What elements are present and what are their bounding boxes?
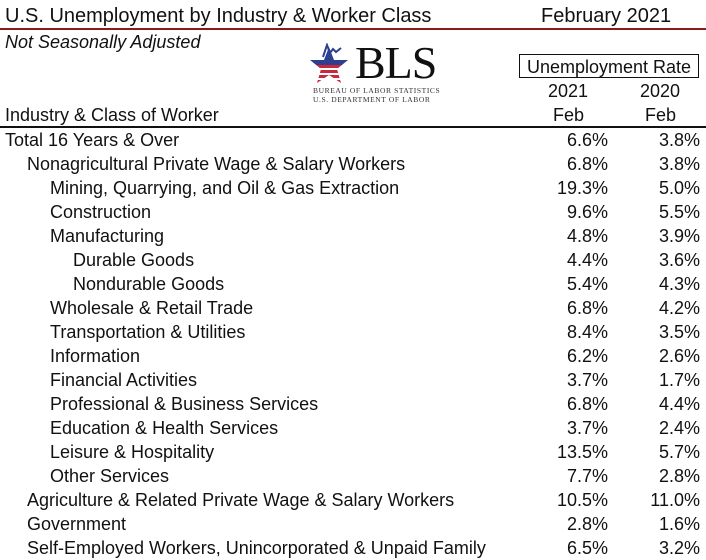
table-row: Leisure & Hospitality 13.5% 5.7% (0, 440, 706, 464)
rate-2020-feb: 3.8% (658, 154, 700, 174)
table-row: Nondurable Goods 5.4% 4.3% (0, 272, 706, 296)
row-label: Nonagricultural Private Wage & Salary Wo… (27, 154, 406, 174)
table-row: Information 6.2% 2.6% (0, 344, 706, 368)
table-row: Agriculture & Related Private Wage & Sal… (0, 488, 706, 512)
row-label: Leisure & Hospitality (50, 442, 215, 462)
table-row: Professional & Business Services 6.8% 4.4% (0, 392, 706, 416)
table-row: Self-Employed Workers, Unincorporated & … (0, 536, 706, 560)
rate-2020-feb: 11.0% (650, 490, 700, 510)
rate-2020-feb: 3.6% (658, 250, 700, 270)
col-2021-year: 2021 (547, 81, 588, 101)
title-divider (0, 28, 706, 30)
rate-2020-feb: 3.8% (658, 130, 700, 150)
unemployment-rate-header: Unemployment Rate (519, 54, 699, 78)
rate-2020-feb: 2.8% (658, 466, 700, 486)
report-date: February 2021 (541, 5, 672, 27)
data-table: Total 16 Years & Over 6.6% 3.8% Nonagricult… (0, 128, 706, 560)
rate-2021-feb: 6.8% (566, 394, 608, 414)
rate-2020-feb: 1.7% (658, 370, 700, 390)
rate-2021-feb: 8.4% (566, 322, 608, 342)
row-label: Construction (50, 202, 152, 222)
row-label: Transportation & Utilities (50, 322, 246, 342)
bls-star-icon (310, 43, 348, 83)
header-divider (0, 126, 706, 128)
rate-2020-feb: 3.9% (658, 226, 700, 246)
col-2020-year: 2020 (639, 81, 680, 101)
table-row: Education & Health Services 3.7% 2.4% (0, 416, 706, 440)
rate-2021-feb: 6.8% (566, 298, 608, 318)
rate-2021-feb: 19.3% (556, 178, 608, 198)
rate-2021-feb: 3.7% (566, 370, 608, 390)
table-row: Other Services 7.7% 2.8% (0, 464, 706, 488)
col-2021-month: Feb (552, 105, 584, 125)
rate-2021-feb: 6.8% (566, 154, 608, 174)
table-row: Manufacturing 4.8% 3.9% (0, 224, 706, 248)
row-label: Total 16 Years & Over (5, 130, 180, 150)
rate-2021-feb: 10.5% (556, 490, 608, 510)
rate-2021-feb: 6.2% (566, 346, 608, 366)
rate-2020-feb: 4.4% (658, 394, 700, 414)
row-label: Other Services (50, 466, 170, 486)
row-label: Manufacturing (50, 226, 165, 246)
bls-logo-line1: BUREAU OF LABOR STATISTICS (313, 86, 441, 95)
rate-2020-feb: 2.6% (658, 346, 700, 366)
row-label: Government (27, 514, 127, 534)
table-row: Financial Activities 3.7% 1.7% (0, 368, 706, 392)
rate-2020-feb: 4.3% (658, 274, 700, 294)
subtitle: Not Seasonally Adjusted (5, 32, 201, 52)
rate-2021-feb: 7.7% (566, 466, 608, 486)
bls-logo-line2: U.S. DEPARTMENT OF LABOR (313, 95, 431, 104)
rate-2021-feb: 3.7% (566, 418, 608, 438)
bls-wordmark: BLS (355, 37, 437, 88)
col-2020-month: Feb (644, 105, 676, 125)
row-label: Mining, Quarrying, and Oil & Gas Extract… (50, 178, 400, 198)
table-row: Construction 9.6% 5.5% (0, 200, 706, 224)
rate-2020-feb: 1.6% (658, 514, 700, 534)
rate-2021-feb: 2.8% (566, 514, 608, 534)
page-title: U.S. Unemployment by Industry & Worker C… (5, 5, 432, 27)
rate-2021-feb: 9.6% (566, 202, 608, 222)
bls-logo: BLS BUREAU OF LABOR STATISTICS U.S. DEPA… (305, 39, 445, 104)
row-header: Industry & Class of Worker (5, 105, 219, 125)
row-label: Nondurable Goods (73, 274, 225, 294)
rate-2020-feb: 3.5% (658, 322, 700, 342)
table-row: Wholesale & Retail Trade 6.8% 4.2% (0, 296, 706, 320)
table-row: Transportation & Utilities 8.4% 3.5% (0, 320, 706, 344)
rate-2020-feb: 3.2% (658, 538, 700, 558)
row-label: Self-Employed Workers, Unincorporated & … (27, 538, 486, 558)
row-label: Agriculture & Related Private Wage & Sal… (27, 490, 455, 510)
rate-2021-feb: 4.4% (566, 250, 608, 270)
rate-2020-feb: 4.2% (658, 298, 700, 318)
rate-2021-feb: 6.5% (566, 538, 608, 558)
rate-2021-feb: 13.5% (556, 442, 608, 462)
table-row: Government 2.8% 1.6% (0, 512, 706, 536)
table-row: Mining, Quarrying, and Oil & Gas Extract… (0, 176, 706, 200)
row-label: Financial Activities (50, 370, 198, 390)
rate-2020-feb: 5.7% (658, 442, 700, 462)
row-label: Information (50, 346, 141, 366)
table-row: Nonagricultural Private Wage & Salary Wo… (0, 152, 706, 176)
rate-2020-feb: 5.5% (658, 202, 700, 222)
rate-2021-feb: 6.6% (566, 130, 608, 150)
table-row: Total 16 Years & Over 6.6% 3.8% (0, 128, 706, 152)
rate-2021-feb: 5.4% (566, 274, 608, 294)
row-label: Durable Goods (73, 250, 195, 270)
row-label: Wholesale & Retail Trade (50, 298, 254, 318)
rate-2021-feb: 4.8% (566, 226, 608, 246)
rate-2020-feb: 2.4% (658, 418, 700, 438)
table-row: Durable Goods 4.4% 3.6% (0, 248, 706, 272)
rate-2020-feb: 5.0% (658, 178, 700, 198)
row-label: Education & Health Services (50, 418, 279, 438)
row-label: Professional & Business Services (50, 394, 319, 414)
